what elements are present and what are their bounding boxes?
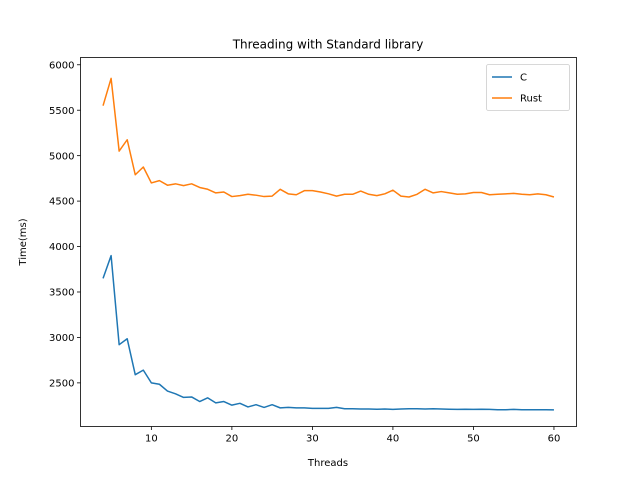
x-tick-label: 10 — [145, 434, 158, 445]
y-tick-label: 2500 — [49, 378, 74, 389]
y-tick-label: 3500 — [49, 288, 74, 299]
series-line-rust — [102, 77, 555, 198]
legend-label-rust: Rust — [520, 94, 542, 105]
legend: C Rust — [486, 64, 570, 111]
x-axis-label: Threads — [307, 458, 348, 469]
series-line-c — [102, 254, 554, 411]
legend-box — [486, 64, 570, 111]
x-tick-label: 50 — [467, 434, 480, 445]
x-tick-label: 20 — [226, 434, 239, 445]
x-tick-label: 60 — [548, 434, 561, 445]
y-tick-label: 5000 — [49, 151, 74, 162]
chart-title: Threading with Standard library — [232, 38, 424, 52]
y-tick-label: 5500 — [49, 106, 74, 117]
y-tick-label: 4000 — [49, 242, 74, 253]
x-tick-label: 30 — [306, 434, 319, 445]
y-tick-label: 6000 — [49, 60, 74, 71]
legend-label-c: C — [520, 73, 527, 84]
y-axis-label: Time(ms) — [18, 218, 29, 266]
x-axis-ticks: 10 20 30 40 50 60 — [145, 426, 561, 445]
x-tick-label: 40 — [387, 434, 400, 445]
y-axis-ticks: 2500 3000 3500 4000 4500 5000 5500 6000 — [49, 60, 81, 389]
y-tick-label: 4500 — [49, 197, 74, 208]
y-tick-label: 3000 — [49, 333, 74, 344]
plot-frame — [80, 57, 577, 427]
plot-content — [102, 77, 555, 411]
